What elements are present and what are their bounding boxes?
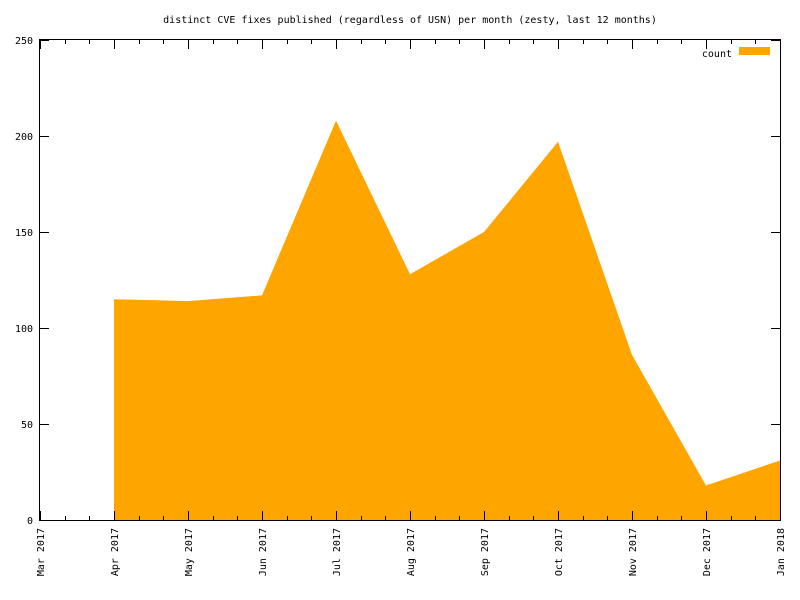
chart-title: distinct CVE fixes published (regardless… [163, 15, 657, 26]
area-series-count [114, 120, 780, 520]
x-tick-label: Oct 2017 [554, 528, 565, 576]
y-tick-label: 0 [27, 516, 33, 527]
x-axis-tick-labels: Mar 2017 Apr 2017 May 2017 Jun 2017 Jul 2017… [36, 528, 787, 576]
area-layer [113, 120, 781, 520]
x-tick-label: May 2017 [184, 528, 195, 576]
y-tick-label: 200 [15, 132, 33, 143]
x-tick-label: Nov 2017 [628, 528, 639, 576]
y-tick-label: 100 [15, 324, 33, 335]
plot-frame [39, 39, 781, 521]
x-tick-label: Jul 2017 [332, 528, 343, 576]
x-tick-label: Jan 2018 [776, 528, 787, 576]
x-tick-label: Apr 2017 [110, 528, 121, 576]
x-tick-label: Mar 2017 [36, 528, 47, 576]
x-tick-label: Dec 2017 [702, 528, 713, 576]
y-tick-label: 150 [15, 228, 33, 239]
legend-label-count: count [702, 49, 732, 60]
x-tick-label: Jun 2017 [258, 528, 269, 576]
legend-swatch-count [739, 47, 770, 55]
y-axis-tick-labels: 0 50 100 150 200 250 [15, 36, 33, 527]
x-tick-label: Sep 2017 [480, 528, 491, 576]
y-tick-label: 250 [15, 36, 33, 47]
x-tick-label: Aug 2017 [406, 528, 417, 576]
axis-ticks [40, 40, 781, 521]
legend: count [702, 47, 770, 60]
y-tick-label: 50 [21, 420, 33, 431]
